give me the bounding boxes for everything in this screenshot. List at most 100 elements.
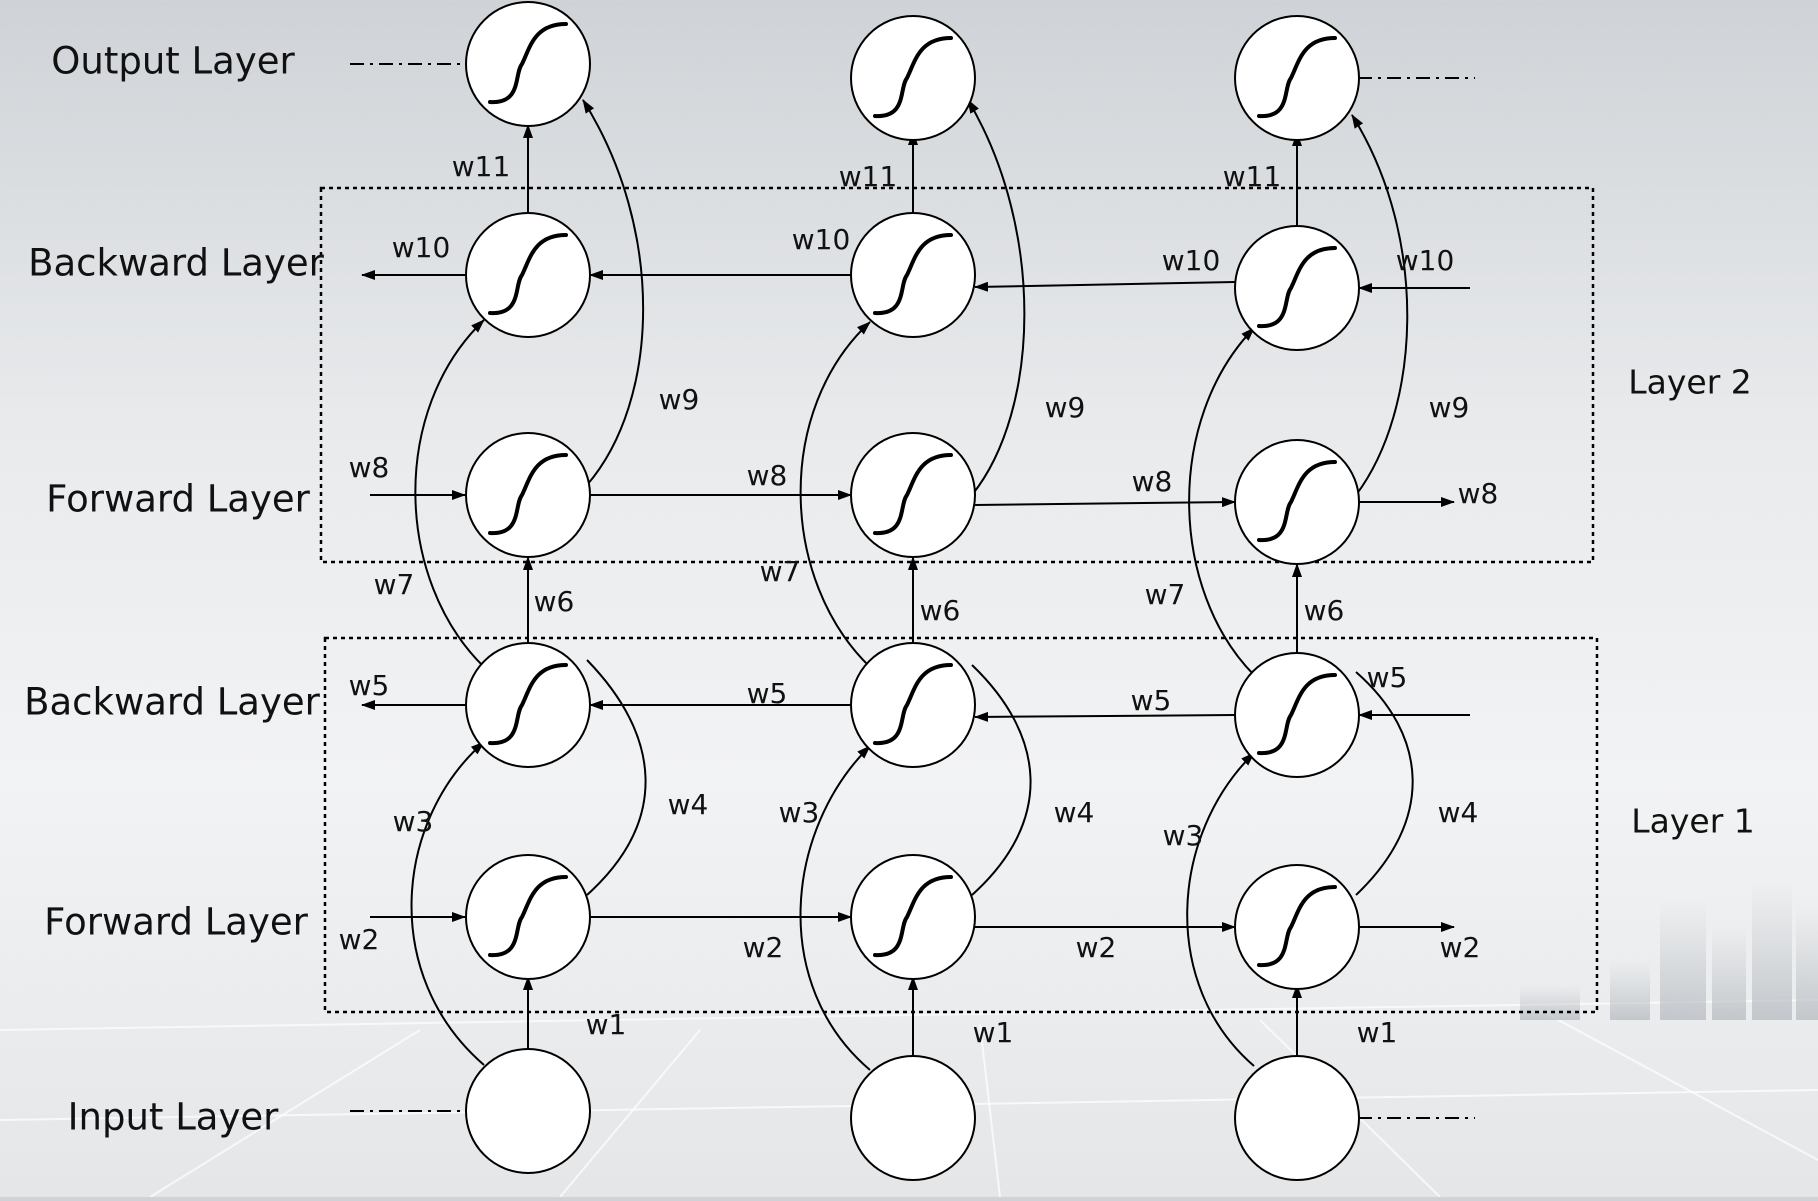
row-labels: Output Layer Backward Layer Forward Laye… <box>24 40 325 1139</box>
row-label-backward1: Backward Layer <box>24 681 321 724</box>
weight-label-w8: w8 <box>1132 465 1173 498</box>
sigmoid-icon <box>1257 246 1337 329</box>
weight-label-w9: w9 <box>1045 391 1086 424</box>
group-label-layer2: Layer 2 <box>1628 363 1752 402</box>
group-label-layer1: Layer 1 <box>1631 802 1755 841</box>
row-label-input: Input Layer <box>68 1096 280 1139</box>
node-forward1-2 <box>850 854 976 980</box>
weight-label-w8: w8 <box>349 451 390 484</box>
edge-w3-col2 <box>799 745 871 1071</box>
node-backward2-3 <box>1234 225 1360 351</box>
edge-w9-col3 <box>1351 114 1409 496</box>
edge-w4-col2 <box>971 664 1032 896</box>
sigmoid-icon <box>873 875 953 958</box>
edge-w5-32 <box>974 711 1236 722</box>
weight-label-w1: w1 <box>586 1008 627 1041</box>
weight-label-w3: w3 <box>779 796 820 829</box>
weight-label-w2: w2 <box>1076 931 1117 964</box>
sigmoid-icon <box>488 233 568 316</box>
weight-label-w1: w1 <box>1357 1016 1398 1049</box>
sigmoid-icon <box>873 233 953 316</box>
node-forward2-2 <box>850 432 976 558</box>
edge-w3-col1 <box>410 741 485 1066</box>
weight-label-w10: w10 <box>1162 244 1221 277</box>
weight-label-w5: w5 <box>1131 684 1172 717</box>
nodes <box>465 1 1360 1181</box>
sigmoid-icon <box>873 36 953 119</box>
node-forward2-3 <box>1234 439 1360 565</box>
node-backward2-1 <box>465 212 591 338</box>
node-input-3 <box>1234 1055 1360 1181</box>
row-label-output: Output Layer <box>51 40 295 83</box>
edge-w10-32 <box>974 281 1236 292</box>
layer2-box <box>319 186 1595 564</box>
node-backward1-3 <box>1234 652 1360 778</box>
row-label-forward1: Forward Layer <box>44 901 309 944</box>
sigmoid-icon <box>1257 36 1337 119</box>
sigmoid-icon <box>873 453 953 536</box>
sigmoid-icon <box>1257 673 1337 756</box>
weight-label-w4: w4 <box>1054 796 1095 829</box>
sigmoid-icon <box>488 875 568 958</box>
row-label-forward2: Forward Layer <box>46 478 311 521</box>
weight-label-w3: w3 <box>393 805 434 838</box>
sigmoid-icon <box>488 663 568 746</box>
weight-label-w6: w6 <box>1304 594 1345 627</box>
weight-labels: w11 w11 w11 w10 w10 w10 w10 w9 w9 w9 w8 … <box>339 150 1499 1049</box>
edges <box>361 99 1470 1071</box>
node-forward2-1 <box>465 432 591 558</box>
weight-label-w3: w3 <box>1163 819 1204 852</box>
edge-w8-23 <box>974 497 1236 508</box>
weight-label-w11: w11 <box>1223 160 1282 193</box>
weight-label-w9: w9 <box>1429 391 1470 424</box>
node-forward1-3 <box>1234 864 1360 990</box>
edge-w9-col2 <box>967 99 1026 496</box>
sigmoid-icon <box>488 22 568 105</box>
background-skyline <box>1520 880 1818 1020</box>
weight-label-w6: w6 <box>534 585 575 618</box>
layer1-box <box>323 636 1599 1014</box>
edge-w4-col1 <box>586 659 647 896</box>
node-backward2-2 <box>850 212 976 338</box>
weight-label-w7: w7 <box>1145 578 1186 611</box>
weight-label-w7: w7 <box>760 555 801 588</box>
node-forward1-1 <box>465 854 591 980</box>
weight-label-w7: w7 <box>374 568 415 601</box>
weight-label-w4: w4 <box>668 788 709 821</box>
node-input-1 <box>465 1048 591 1174</box>
weight-label-w5: w5 <box>1367 661 1408 694</box>
edge-w4-col3 <box>1355 671 1414 896</box>
weight-label-w5: w5 <box>747 677 788 710</box>
weight-label-w10: w10 <box>792 223 851 256</box>
weight-label-w10: w10 <box>1396 244 1455 277</box>
sigmoid-icon <box>488 453 568 536</box>
row-label-backward2: Backward Layer <box>28 242 325 285</box>
weight-label-w4: w4 <box>1438 796 1479 829</box>
weight-label-w6: w6 <box>920 594 961 627</box>
group-labels: Layer 2 Layer 1 <box>1628 363 1755 841</box>
weight-label-w9: w9 <box>659 383 700 416</box>
node-output-3 <box>1234 15 1360 141</box>
node-input-2 <box>850 1055 976 1181</box>
weight-label-w10: w10 <box>392 231 451 264</box>
sigmoid-icon <box>873 663 953 746</box>
weight-label-w1: w1 <box>973 1016 1014 1049</box>
node-output-2 <box>850 15 976 141</box>
weight-label-w2: w2 <box>743 931 784 964</box>
weight-label-w11: w11 <box>452 150 511 183</box>
weight-label-w2: w2 <box>1440 931 1481 964</box>
sigmoid-icon <box>1257 460 1337 543</box>
edge-w3-col3 <box>1186 752 1255 1067</box>
weight-label-w5: w5 <box>349 669 390 702</box>
continuation-lines <box>350 63 1475 1119</box>
weight-label-w8: w8 <box>747 459 788 492</box>
node-backward1-1 <box>465 642 591 768</box>
edge-w9-col1 <box>582 99 645 486</box>
weight-label-w8: w8 <box>1458 477 1499 510</box>
node-output-1 <box>465 1 591 127</box>
weight-label-w2: w2 <box>339 923 380 956</box>
node-backward1-2 <box>850 642 976 768</box>
edge-w7-col3 <box>1188 327 1255 676</box>
